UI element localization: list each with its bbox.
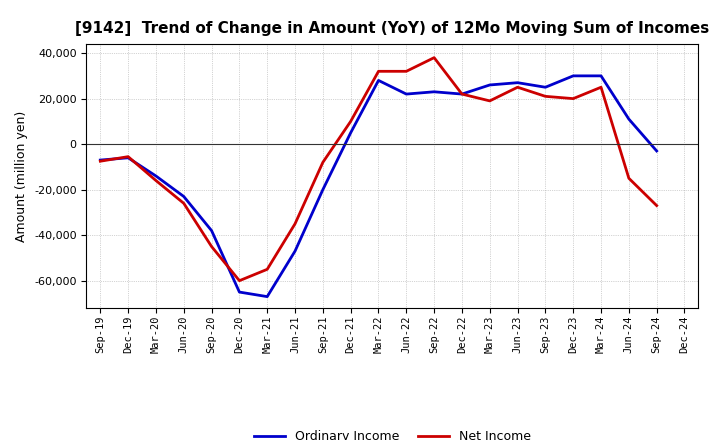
Ordinary Income: [235, 290, 243, 295]
Ordinary Income: [263, 294, 271, 299]
Ordinary Income: [291, 249, 300, 254]
Net Income: [430, 55, 438, 60]
Ordinary Income: [569, 73, 577, 78]
Ordinary Income: [597, 73, 606, 78]
Ordinary Income: [152, 173, 161, 179]
Net Income: [402, 69, 410, 74]
Ordinary Income: [179, 194, 188, 199]
Net Income: [152, 178, 161, 183]
Ordinary Income: [207, 228, 216, 233]
Net Income: [346, 119, 355, 124]
Net Income: [96, 158, 104, 164]
Net Income: [207, 244, 216, 249]
Legend: Ordinary Income, Net Income: Ordinary Income, Net Income: [248, 425, 536, 440]
Net Income: [541, 94, 550, 99]
Ordinary Income: [458, 92, 467, 97]
Ordinary Income: [96, 158, 104, 163]
Net Income: [179, 201, 188, 206]
Ordinary Income: [402, 92, 410, 97]
Ordinary Income: [346, 130, 355, 136]
Ordinary Income: [318, 187, 327, 192]
Net Income: [513, 84, 522, 90]
Net Income: [124, 154, 132, 159]
Net Income: [569, 96, 577, 101]
Ordinary Income: [430, 89, 438, 95]
Ordinary Income: [485, 82, 494, 88]
Net Income: [263, 267, 271, 272]
Ordinary Income: [541, 84, 550, 90]
Net Income: [374, 69, 383, 74]
Net Income: [458, 92, 467, 97]
Ordinary Income: [374, 78, 383, 83]
Net Income: [235, 278, 243, 283]
Net Income: [624, 176, 633, 181]
Ordinary Income: [124, 155, 132, 161]
Net Income: [291, 221, 300, 227]
Net Income: [597, 84, 606, 90]
Net Income: [318, 160, 327, 165]
Ordinary Income: [513, 80, 522, 85]
Line: Net Income: Net Income: [100, 58, 657, 281]
Title: [9142]  Trend of Change in Amount (YoY) of 12Mo Moving Sum of Incomes: [9142] Trend of Change in Amount (YoY) o…: [76, 21, 709, 36]
Net Income: [652, 203, 661, 208]
Line: Ordinary Income: Ordinary Income: [100, 76, 657, 297]
Ordinary Income: [652, 148, 661, 154]
Y-axis label: Amount (million yen): Amount (million yen): [16, 110, 29, 242]
Ordinary Income: [624, 117, 633, 122]
Net Income: [485, 98, 494, 103]
